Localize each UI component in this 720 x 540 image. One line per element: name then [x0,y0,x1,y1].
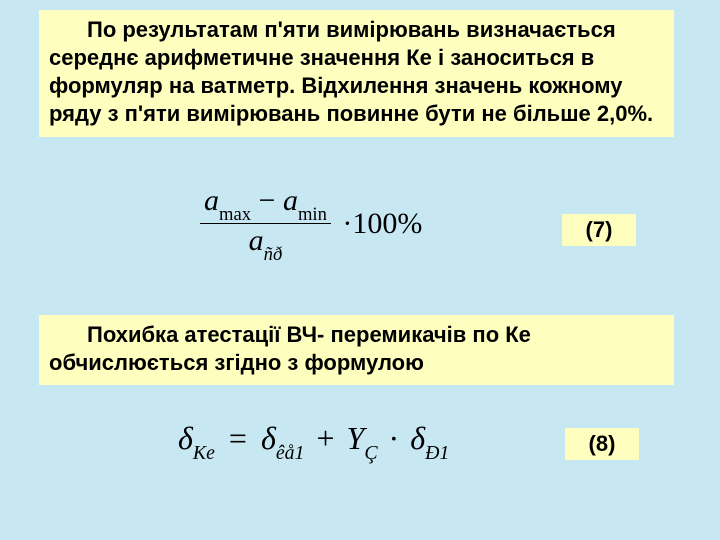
f1-a3: a [249,224,264,257]
f1-a2: a [283,184,298,217]
formula-2: δKe = δêå1 + YÇ · δÐ1 [178,420,449,462]
paragraph-1-text: По результатам п'яти вимірювань визначає… [49,16,664,129]
f2-sub-C: Ç [364,442,377,464]
f2-delta2: δ [261,420,276,456]
f2-delta1: δ [178,420,193,456]
equation-label-8: (8) [565,428,639,460]
f1-sub-min: min [298,204,327,225]
f1-sub-den: ñð [264,244,283,265]
f1-minus: − [259,184,276,217]
f2-plus: + [312,420,338,456]
equation-label-8-text: (8) [589,431,616,456]
f2-sub-D1: Ð1 [425,442,449,464]
f2-sub-t1: êå1 [276,442,305,464]
formula-1-fraction: amax − amin añð [200,184,331,263]
paragraph-box-1: По результатам п'яти вимірювань визначає… [39,10,674,137]
f2-eq: = [223,420,253,456]
f1-times100: ·100% [338,207,426,241]
f1-sub-max: max [219,204,251,225]
paragraph-box-2: Похибка атестації ВЧ- перемикачів по Ке … [39,315,674,385]
f2-Y: Y [347,420,365,456]
equation-label-7: (7) [562,214,636,246]
paragraph-2-text: Похибка атестації ВЧ- перемикачів по Ке … [49,321,664,377]
equation-label-7-text: (7) [586,217,613,242]
formula-1: amax − amin añð ·100% [200,184,426,263]
slide: По результатам п'яти вимірювань визначає… [0,0,720,540]
f2-delta3: δ [410,420,425,456]
f1-a1: a [204,184,219,217]
f2-sub-ke: Ke [193,442,215,464]
f2-dot: · [386,420,403,456]
